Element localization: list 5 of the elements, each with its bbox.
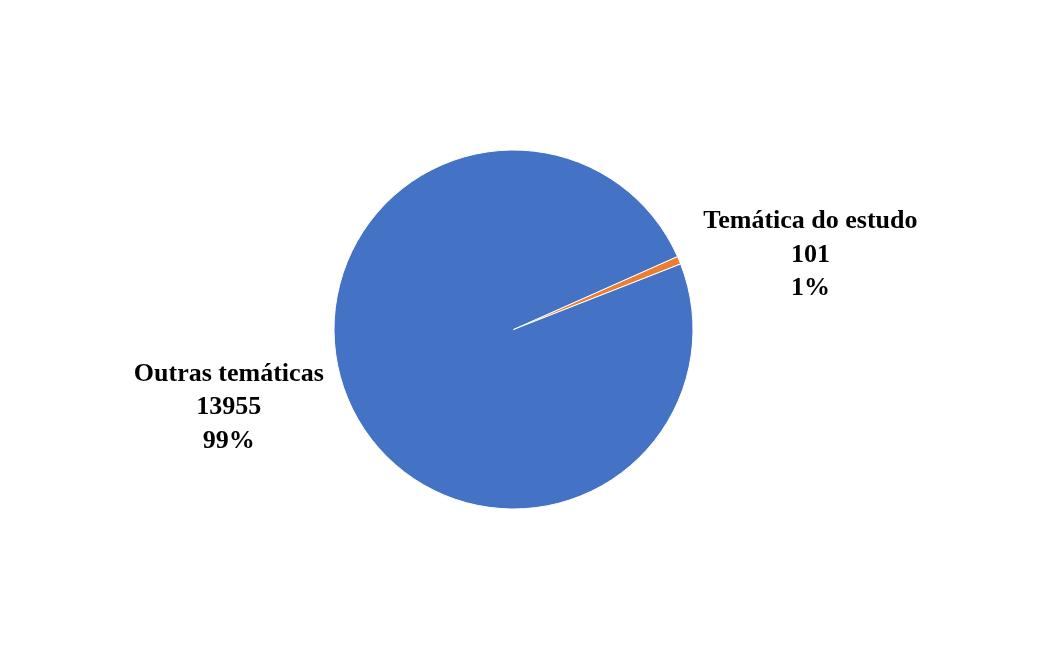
- slice-label: Outras temáticas: [133, 357, 324, 387]
- pie-slice: [333, 149, 694, 510]
- data-label: 101 1%: [790, 238, 830, 302]
- data-label: 13955 99%: [196, 391, 262, 455]
- slice-label: Temática do estudo: [703, 204, 918, 234]
